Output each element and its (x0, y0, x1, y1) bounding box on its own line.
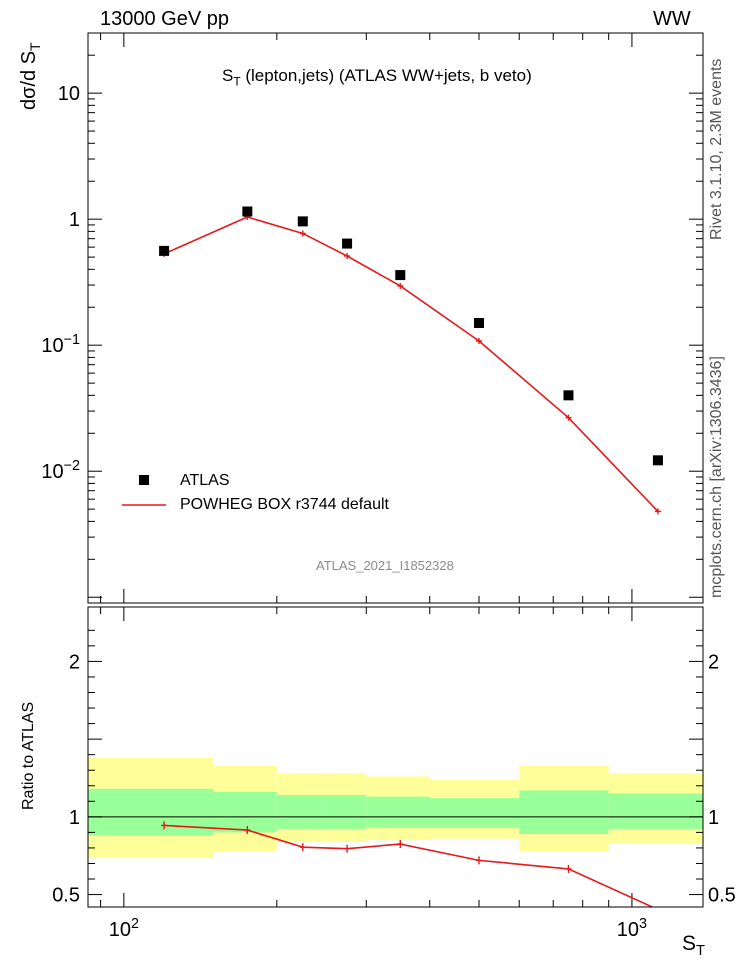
y-axis-label-main-text: dσ/d S (18, 50, 40, 110)
y-tick-label: 0.5 (52, 885, 80, 907)
series-line-powheg (163, 216, 659, 512)
y-tick-label: 10 (58, 83, 80, 105)
header-right: WW (653, 8, 691, 30)
ratio-frame (87, 606, 704, 908)
y-tick-label-right: 0.5 (708, 885, 736, 907)
data-point (342, 238, 353, 249)
mcplots-label: mcplots.cern.ch [arXiv:1306.3436] (708, 356, 725, 598)
y-tick-label: 2 (69, 651, 80, 673)
y-tick-label-right: 2 (708, 651, 719, 673)
y-axis-label-main-sub: T (27, 42, 43, 51)
legend-label-atlas: ATLAS (180, 472, 230, 489)
legend-marker-atlas (139, 475, 149, 485)
uncertainty-band-inner (326, 795, 367, 830)
plot-title-sub: T (233, 74, 241, 89)
uncertainty-band-inner (88, 788, 214, 836)
x-tick-label: 102 (109, 916, 139, 941)
uncertainty-band-inner (213, 791, 277, 833)
y-tick-label-right: 1 (708, 807, 719, 829)
data-point (297, 216, 308, 227)
uncertainty-band-inner (276, 795, 327, 830)
uncertainty-band-inner (366, 796, 430, 828)
data-point (473, 317, 484, 328)
data-point (242, 206, 253, 217)
plot-title: ST (lepton,jets) (ATLAS WW+jets, b veto) (222, 66, 532, 88)
uncertainty-band-inner (608, 793, 703, 830)
y-tick-label: 10−2 (41, 458, 80, 483)
x-axis-label-sub: T (696, 943, 705, 960)
y-axis-label-main: dσ/d ST (18, 42, 43, 110)
uncertainty-band-inner (429, 798, 520, 828)
y-tick-label: 1 (69, 807, 80, 829)
y-axis-label-ratio: Ratio to ATLAS (20, 701, 37, 810)
main-panel: 10−2 10−1 1 10 (41, 32, 704, 604)
data-point (563, 390, 574, 401)
data-point (159, 245, 170, 256)
ratio-bg (88, 607, 703, 907)
analysis-watermark: ATLAS_2021_I1852328 (316, 558, 454, 573)
x-tick-label: 103 (617, 916, 647, 941)
plot-title-main: S (222, 66, 234, 85)
y-tick-label: 1 (69, 209, 80, 231)
data-point (652, 455, 663, 466)
y-tick-label: 10−1 (41, 332, 80, 357)
x-axis-label-text: S (682, 932, 697, 955)
header-left: 13000 GeV pp (100, 8, 229, 30)
rivet-label: Rivet 3.1.10, 2.3M events (708, 58, 725, 240)
uncertainty-band-inner (519, 790, 609, 834)
data-point (395, 270, 406, 281)
plot-title-rest: (lepton,jets) (ATLAS WW+jets, b veto) (240, 66, 532, 85)
ratio-panel: 0.5 0.5 1 1 2 2 102 103 (52, 606, 736, 941)
main-frame (87, 32, 704, 604)
x-axis-label: ST (682, 932, 705, 959)
ratio-line-powheg (164, 824, 655, 907)
legend-label-powheg: POWHEG BOX r3744 default (180, 496, 389, 513)
